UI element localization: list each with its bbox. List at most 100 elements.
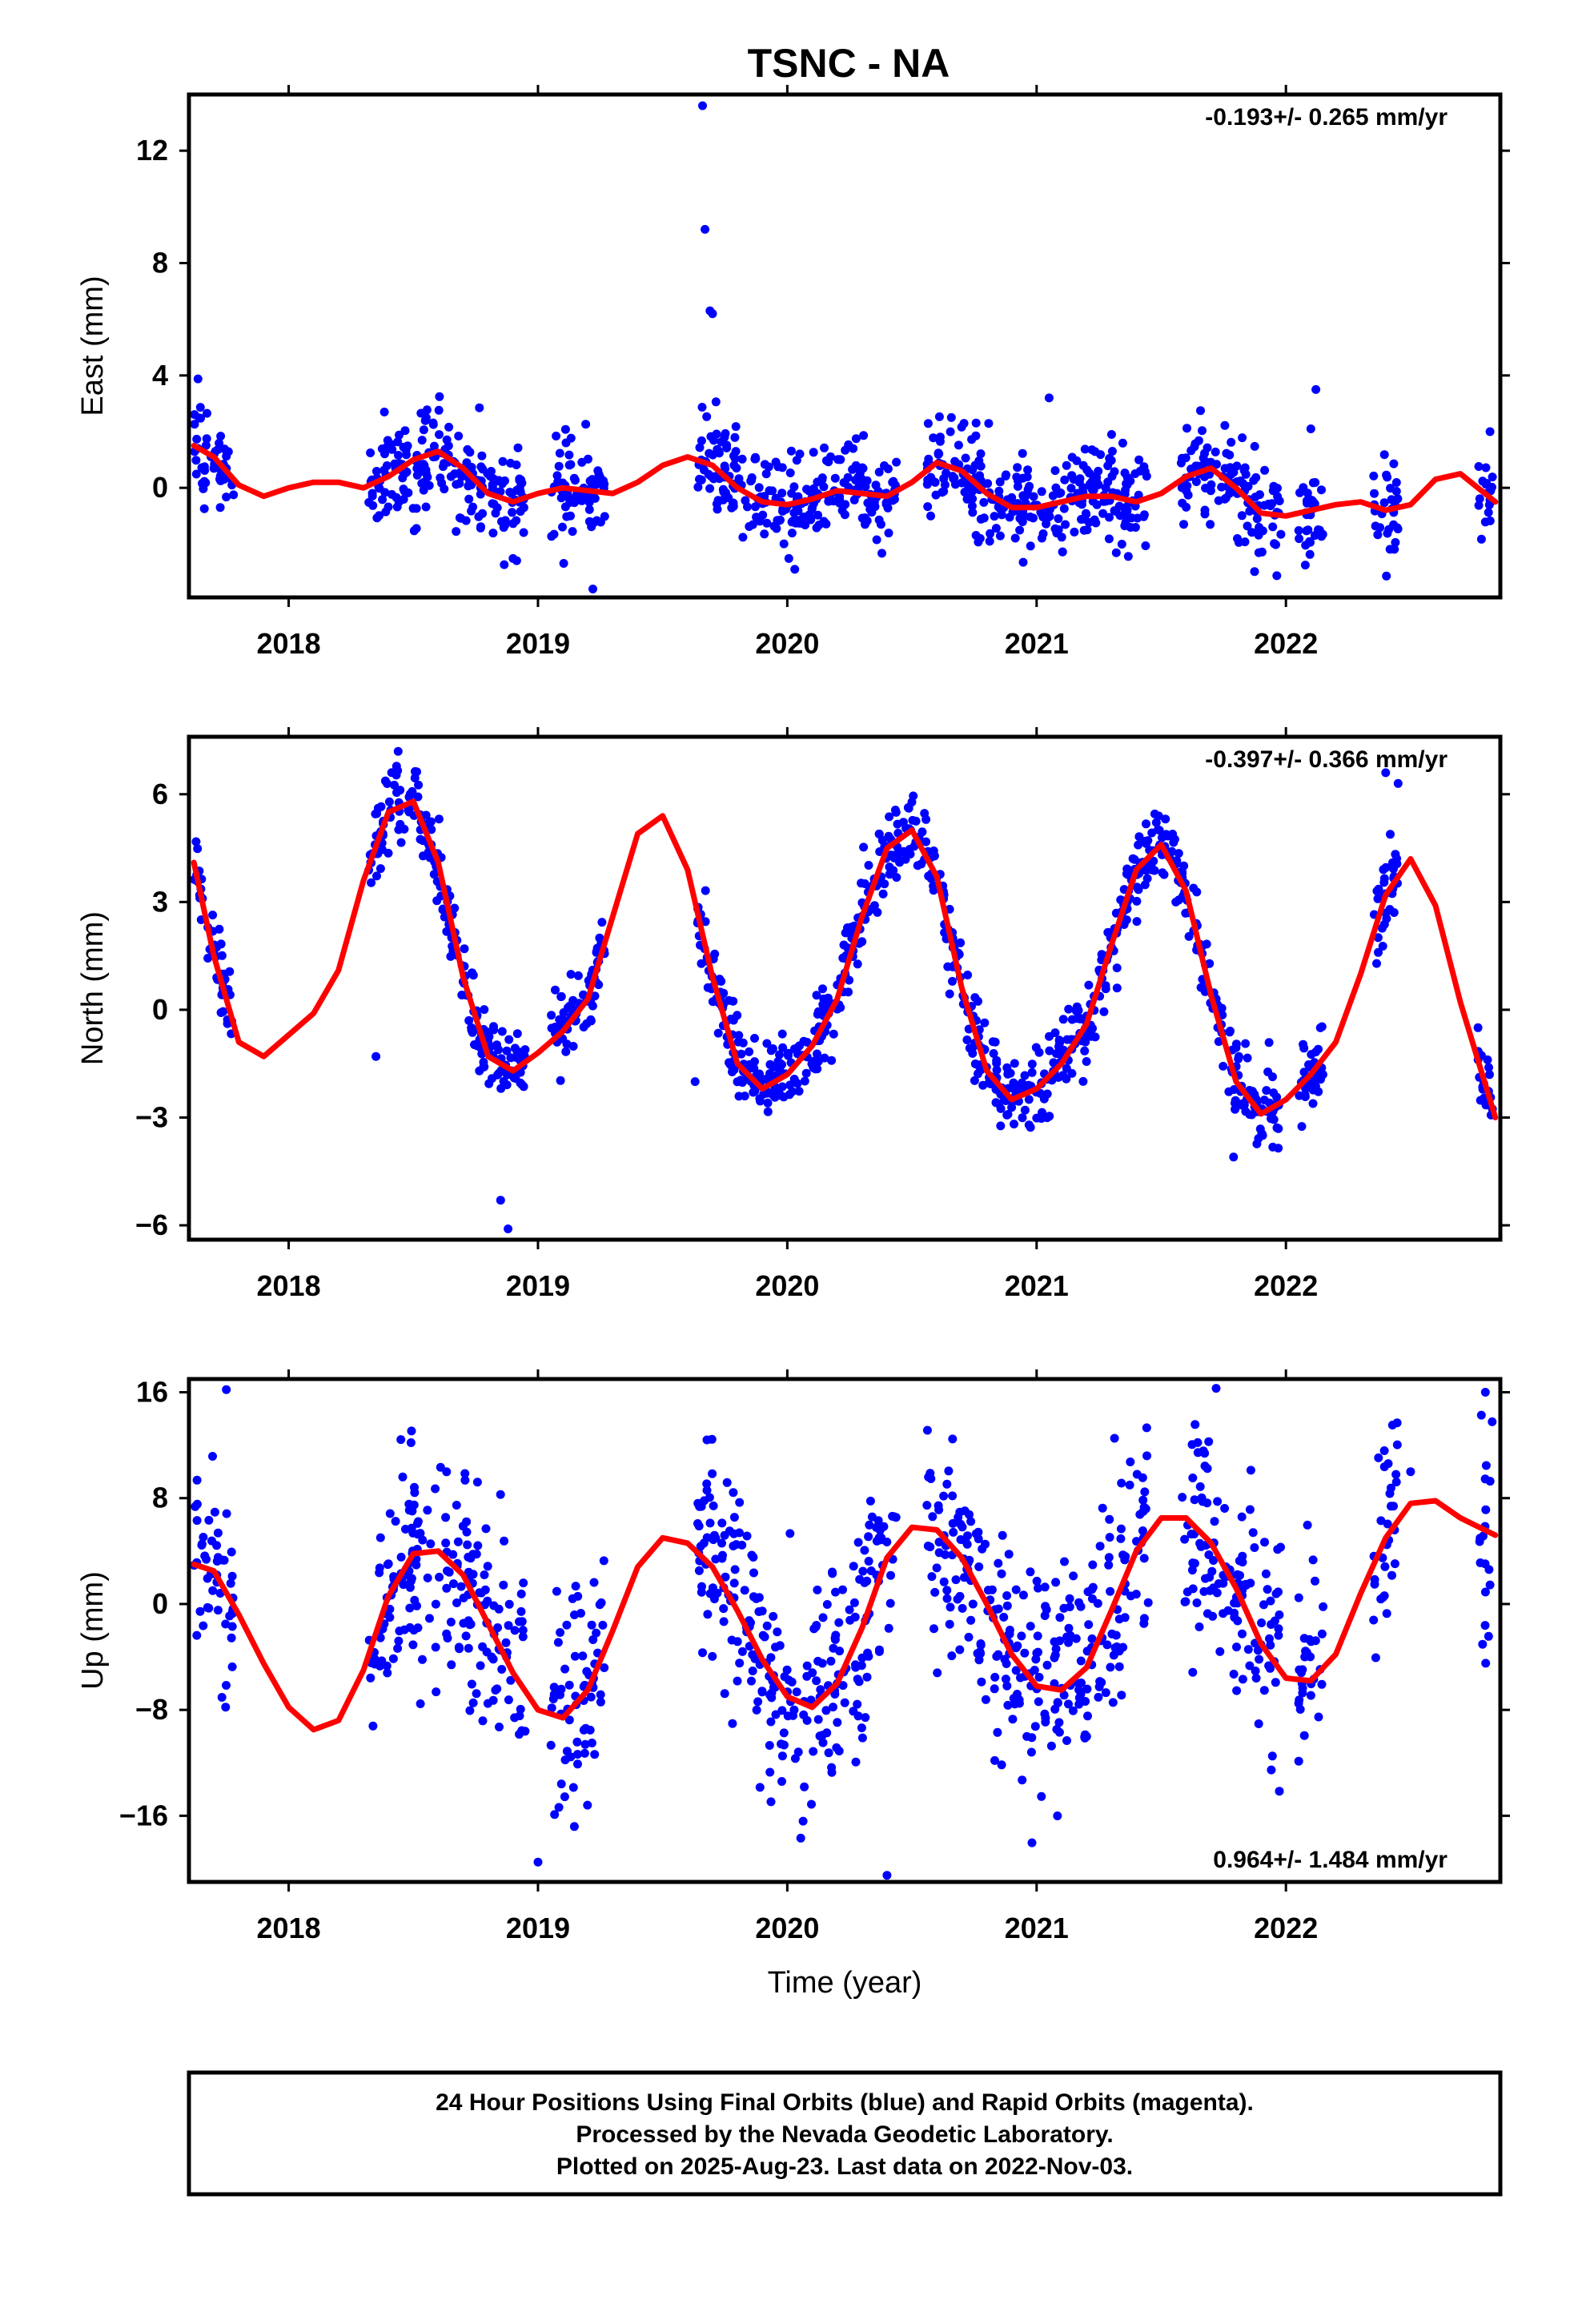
data-point	[1090, 1032, 1100, 1042]
data-point	[393, 746, 403, 756]
data-point	[784, 553, 793, 563]
data-point	[1052, 1725, 1062, 1734]
data-point	[1229, 1670, 1239, 1679]
data-point	[1390, 545, 1399, 554]
data-point	[760, 460, 769, 469]
data-point	[1271, 1678, 1280, 1687]
data-point	[1188, 1474, 1198, 1482]
data-point	[1308, 1555, 1318, 1565]
data-point	[800, 1076, 809, 1086]
data-point	[460, 1475, 470, 1485]
data-point	[713, 1028, 723, 1038]
data-point	[434, 814, 444, 824]
data-point	[1182, 424, 1191, 433]
data-point	[1255, 1655, 1264, 1664]
data-point	[549, 1690, 559, 1699]
data-point	[946, 427, 955, 436]
data-point	[827, 1055, 837, 1065]
data-point	[1003, 1700, 1013, 1710]
data-point	[1033, 1631, 1042, 1641]
data-point	[449, 1579, 458, 1589]
data-point	[949, 474, 958, 484]
data-point	[203, 1574, 212, 1583]
y-axis-label: Up (mm)	[76, 1571, 110, 1690]
data-point	[1005, 513, 1014, 522]
data-point	[830, 1690, 840, 1699]
data-point	[879, 1522, 889, 1531]
data-point	[774, 1088, 784, 1097]
data-point	[968, 1043, 978, 1052]
data-point	[467, 1679, 476, 1689]
data-point	[1171, 897, 1181, 907]
data-point	[1037, 1791, 1046, 1801]
data-point	[1393, 778, 1403, 788]
y-tick-label: 4	[152, 359, 168, 392]
data-point	[199, 1533, 208, 1542]
data-point	[830, 473, 840, 483]
data-point	[740, 1586, 749, 1595]
data-point	[504, 1035, 514, 1044]
fit-curve	[191, 443, 1499, 519]
data-point	[948, 976, 957, 986]
data-point	[1317, 485, 1326, 495]
data-point	[711, 397, 721, 407]
data-point	[384, 797, 394, 806]
data-point	[1022, 472, 1032, 481]
data-point	[1298, 1688, 1307, 1698]
data-point	[805, 486, 814, 496]
data-point	[1386, 830, 1395, 839]
data-point	[375, 864, 385, 874]
data-point	[497, 1665, 507, 1674]
data-point	[461, 1631, 471, 1641]
data-point	[457, 991, 467, 999]
data-point	[1306, 1691, 1315, 1700]
data-point	[860, 1546, 869, 1555]
data-point	[1147, 828, 1157, 838]
data-point	[1314, 525, 1323, 534]
data-point	[503, 1070, 512, 1080]
data-point	[1200, 1462, 1210, 1471]
data-point	[865, 1496, 875, 1506]
data-point	[1267, 1751, 1277, 1761]
data-point	[1116, 1524, 1126, 1534]
data-point	[197, 463, 207, 472]
data-point	[1189, 883, 1199, 893]
data-point	[588, 1001, 597, 1011]
data-point	[766, 1717, 776, 1727]
data-point	[922, 1425, 932, 1435]
data-point	[1134, 455, 1144, 464]
data-point	[435, 1572, 444, 1582]
data-point	[1263, 1068, 1273, 1076]
data-point	[1030, 1722, 1040, 1731]
data-point	[722, 1478, 732, 1487]
data-point	[443, 1566, 452, 1576]
data-point	[709, 436, 718, 445]
data-point	[1191, 477, 1201, 486]
data-point	[408, 1640, 418, 1650]
x-tick-label: 2018	[257, 1912, 321, 1944]
data-point	[1008, 1715, 1018, 1724]
data-point	[493, 1623, 503, 1632]
data-point	[199, 484, 208, 493]
data-point	[1231, 1099, 1239, 1108]
data-point	[1106, 1586, 1115, 1596]
y-tick-label: −16	[119, 1799, 168, 1831]
data-point	[419, 425, 428, 435]
data-point	[420, 460, 429, 470]
data-point	[731, 422, 741, 432]
data-point	[962, 1035, 972, 1044]
data-point	[747, 1676, 756, 1686]
data-point	[968, 494, 978, 504]
data-point	[1011, 1585, 1021, 1594]
data-point	[813, 1010, 822, 1019]
data-point	[753, 1697, 763, 1707]
data-point	[813, 1715, 823, 1724]
data-point	[1034, 1697, 1043, 1707]
data-point	[1294, 526, 1303, 535]
data-point	[562, 1620, 572, 1630]
data-point	[1109, 1651, 1118, 1660]
data-point	[1243, 1645, 1253, 1655]
data-point	[519, 1578, 528, 1588]
data-point	[1002, 1591, 1012, 1600]
